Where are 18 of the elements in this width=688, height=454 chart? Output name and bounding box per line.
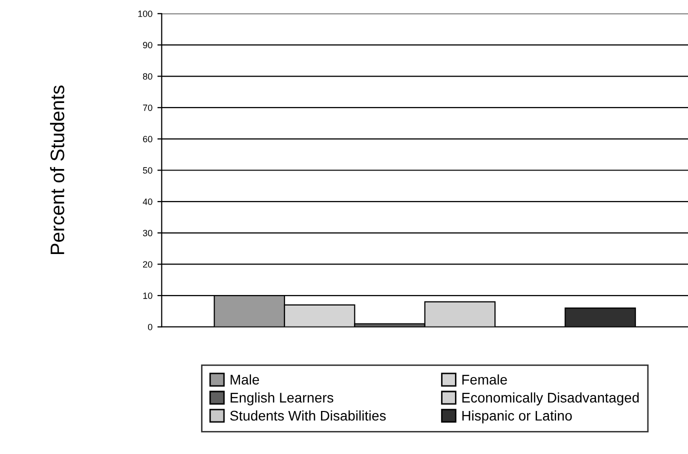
y-tick-label: 30 [142, 230, 152, 236]
y-tick-label: 70 [143, 104, 152, 111]
legend-label: Male [230, 374, 260, 385]
y-tick-label: 100 [138, 10, 152, 17]
y-tick-label: 50 [142, 167, 152, 174]
legend-label: Students With Disabilities [230, 410, 386, 421]
legend-label: Hispanic or Latino [462, 410, 572, 424]
y-tick-label: 40 [142, 198, 152, 205]
y-tick-label: 0 [148, 324, 152, 330]
y-tick-label: 10 [143, 292, 152, 299]
y-tick-label: 90 [143, 42, 152, 48]
legend-label: Economically Disadvantaged [462, 392, 639, 406]
legend-label: English Learners [230, 392, 334, 406]
y-tick-label: 20 [143, 261, 152, 268]
y-axis-title: Percent of Students [50, 86, 64, 254]
y-tick-label: 80 [143, 73, 152, 80]
y-tick-label: 60 [143, 136, 152, 142]
legend-label: Female [462, 374, 507, 385]
